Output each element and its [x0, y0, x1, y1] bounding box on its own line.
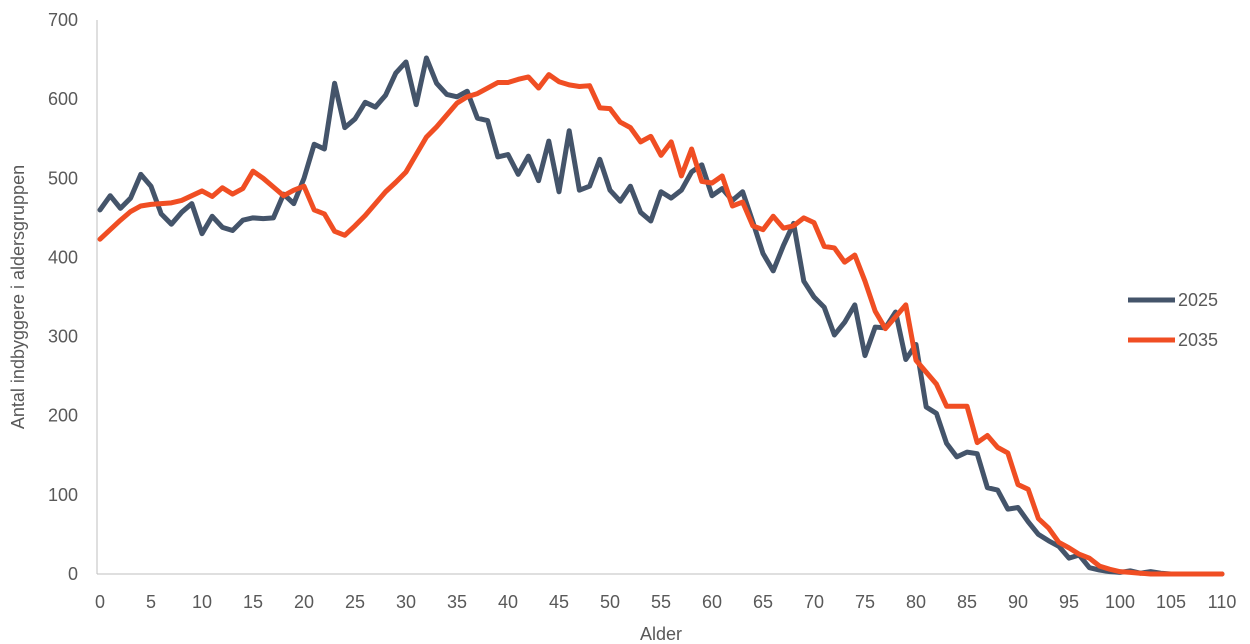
x-tick-label: 95 — [1059, 592, 1079, 612]
x-tick-label: 85 — [957, 592, 977, 612]
y-tick-label: 200 — [48, 406, 78, 426]
x-tick-label: 110 — [1208, 592, 1237, 612]
x-axis-label: Alder — [640, 624, 682, 644]
y-tick-label: 100 — [48, 485, 78, 505]
x-axis-ticks: 0 5 10 15 20 25 30 35 40 45 50 55 60 65 70 75 80 85 90 95 10… — [95, 592, 1236, 612]
x-tick-label: 40 — [498, 592, 518, 612]
x-tick-label: 65 — [753, 592, 773, 612]
y-tick-label: 400 — [48, 247, 78, 267]
y-axis-label: Antal indbyggere i aldersgruppen — [8, 165, 28, 429]
y-tick-label: 700 — [48, 10, 78, 30]
y-tick-label: 500 — [48, 168, 78, 188]
x-tick-label: 105 — [1156, 592, 1186, 612]
x-tick-label: 50 — [600, 592, 620, 612]
x-tick-label: 5 — [146, 592, 156, 612]
legend-label-2035: 2035 — [1178, 330, 1218, 350]
x-tick-label: 10 — [192, 592, 212, 612]
y-axis-ticks: 0 100 200 300 400 500 600 700 — [48, 10, 78, 584]
x-tick-label: 100 — [1105, 592, 1135, 612]
x-tick-label: 60 — [702, 592, 722, 612]
legend: 2025 2035 — [1128, 290, 1218, 350]
series-layer — [97, 55, 1225, 577]
x-tick-label: 15 — [243, 592, 263, 612]
x-tick-label: 45 — [549, 592, 569, 612]
y-tick-label: 600 — [48, 89, 78, 109]
y-tick-label: 0 — [68, 564, 78, 584]
x-tick-label: 75 — [855, 592, 875, 612]
series-line-2035 — [97, 72, 1225, 577]
x-tick-label: 90 — [1008, 592, 1028, 612]
x-tick-label: 55 — [651, 592, 671, 612]
x-tick-label: 35 — [447, 592, 467, 612]
x-tick-label: 25 — [345, 592, 365, 612]
legend-label-2025: 2025 — [1178, 290, 1218, 310]
x-tick-label: 70 — [804, 592, 824, 612]
x-tick-label: 30 — [396, 592, 416, 612]
x-tick-label: 20 — [294, 592, 314, 612]
x-tick-label: 80 — [906, 592, 926, 612]
series-line-2025 — [97, 55, 1225, 577]
x-tick-label: 0 — [95, 592, 105, 612]
y-tick-label: 300 — [48, 327, 78, 347]
